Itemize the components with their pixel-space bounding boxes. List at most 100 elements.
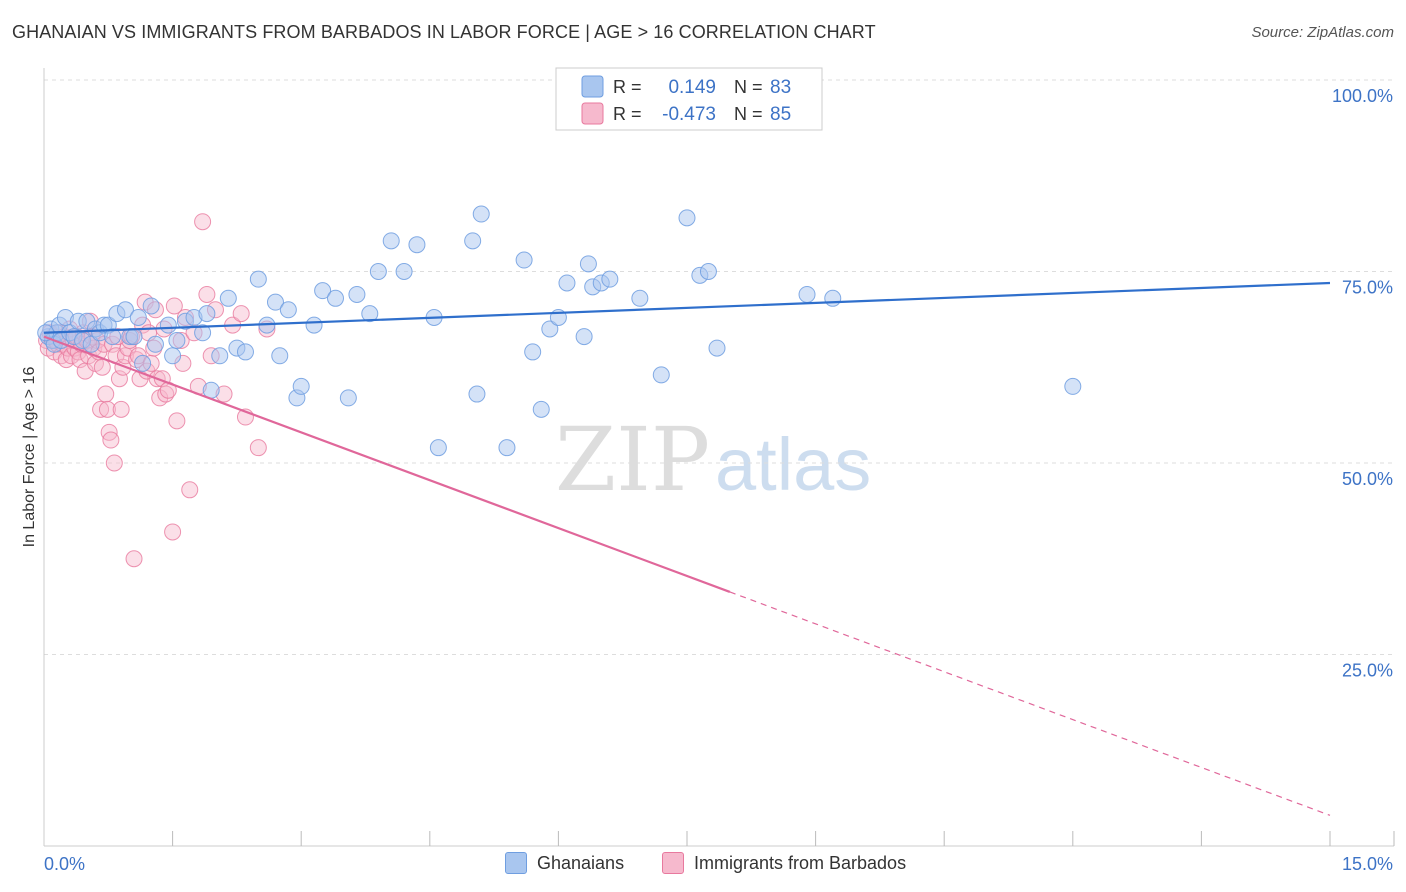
source-label: Source: ZipAtlas.com bbox=[1251, 24, 1394, 41]
legend-item-ghanaians[interactable]: Ghanaians bbox=[505, 852, 624, 874]
blue-point bbox=[129, 308, 147, 326]
blue-point bbox=[326, 289, 344, 307]
trendlines bbox=[43, 281, 1331, 816]
series-legend: Ghanaians Immigrants from Barbados bbox=[0, 852, 1406, 878]
legend-item-barbados[interactable]: Immigrants from Barbados bbox=[662, 852, 906, 874]
y-axis-label: In Labor Force | Age > 16 bbox=[21, 367, 38, 548]
blue-series-points bbox=[37, 205, 1082, 457]
y-tick-label-100: 100.0% bbox=[1332, 86, 1393, 106]
x-tick-label-max: 15.0% bbox=[1342, 854, 1393, 874]
blue-point bbox=[198, 305, 216, 323]
blue-point bbox=[279, 301, 297, 319]
blue-point bbox=[211, 347, 229, 365]
blue-point bbox=[168, 331, 186, 349]
pink-point bbox=[249, 439, 267, 457]
blue-point bbox=[361, 305, 379, 323]
blue-point bbox=[236, 343, 254, 361]
blue-point bbox=[468, 385, 486, 403]
blue-point bbox=[146, 335, 164, 353]
legend-n-value-1: 83 bbox=[770, 77, 791, 98]
pink-point bbox=[194, 213, 212, 231]
blue-point bbox=[524, 343, 542, 361]
blue-point bbox=[194, 324, 212, 342]
pink-point bbox=[181, 481, 199, 499]
blue-point bbox=[369, 263, 387, 280]
y-tick-label-25: 25.0% bbox=[1342, 661, 1393, 681]
blue-point bbox=[601, 270, 619, 288]
legend-n-label-1: N = bbox=[734, 77, 763, 97]
pink-point bbox=[168, 412, 186, 430]
blue-point bbox=[116, 301, 134, 319]
blue-trendline bbox=[43, 281, 1331, 334]
blue-point bbox=[678, 209, 696, 227]
blue-point bbox=[348, 285, 366, 303]
legend-n-value-2: 85 bbox=[770, 104, 791, 125]
blue-point bbox=[532, 400, 550, 418]
legend-n-label-2: N = bbox=[734, 104, 763, 124]
x-ticks bbox=[172, 831, 1395, 846]
pink-series-points bbox=[38, 213, 276, 568]
blue-point bbox=[104, 328, 122, 346]
pink-point bbox=[125, 550, 143, 568]
barbados-label: Immigrants from Barbados bbox=[694, 852, 907, 873]
pink-trendline-solid bbox=[43, 335, 731, 593]
blue-point bbox=[292, 377, 310, 395]
pink-point bbox=[198, 285, 216, 303]
blue-point bbox=[249, 270, 267, 288]
blue-point bbox=[382, 232, 400, 250]
legend-r-label-1: R = bbox=[613, 77, 642, 97]
pink-point bbox=[102, 431, 120, 449]
blue-point bbox=[408, 236, 426, 254]
watermark: ZIP atlas bbox=[555, 408, 871, 511]
blue-point bbox=[579, 255, 597, 273]
legend-swatch-pink bbox=[581, 102, 604, 125]
blue-point bbox=[395, 263, 413, 280]
blue-point bbox=[798, 285, 816, 303]
blue-point bbox=[824, 289, 842, 307]
ghanaians-swatch bbox=[505, 852, 527, 874]
blue-point bbox=[164, 347, 182, 365]
pink-point bbox=[92, 400, 110, 418]
pink-trendline-dashed bbox=[729, 591, 1331, 816]
blue-point bbox=[652, 366, 670, 384]
pink-point bbox=[164, 523, 182, 541]
x-tick-labels: 0.0% 15.0% bbox=[44, 854, 1393, 874]
blue-point bbox=[142, 297, 160, 315]
blue-point bbox=[314, 282, 332, 300]
blue-point bbox=[631, 289, 649, 307]
blue-point bbox=[541, 320, 559, 338]
y-tick-label-75: 75.0% bbox=[1342, 278, 1393, 298]
blue-point bbox=[498, 439, 516, 457]
pink-point bbox=[112, 400, 130, 418]
blue-point bbox=[266, 293, 284, 311]
legend-r-value-1: 0.149 bbox=[668, 77, 716, 98]
pink-point bbox=[93, 358, 111, 376]
blue-point bbox=[558, 274, 576, 292]
blue-point bbox=[125, 328, 143, 346]
pink-point bbox=[97, 385, 115, 403]
legend-r-label-2: R = bbox=[613, 104, 642, 124]
pink-point bbox=[165, 297, 183, 315]
blue-point bbox=[219, 289, 237, 307]
ghanaians-label: Ghanaians bbox=[537, 852, 625, 873]
blue-point bbox=[339, 389, 357, 407]
chart-title: GHANAIAN VS IMMIGRANTS FROM BARBADOS IN … bbox=[12, 22, 876, 42]
x-tick-label-min: 0.0% bbox=[44, 854, 85, 874]
legend-swatch-blue bbox=[581, 75, 604, 98]
blue-point bbox=[708, 339, 726, 357]
y-tick-label-50: 50.0% bbox=[1342, 469, 1393, 489]
pink-point bbox=[232, 305, 250, 323]
grid bbox=[44, 79, 1394, 655]
blue-point bbox=[159, 316, 177, 334]
blue-point bbox=[464, 232, 482, 250]
y-tick-labels: 25.0% 50.0% 75.0% 100.0% bbox=[1332, 86, 1393, 681]
pink-point bbox=[105, 454, 123, 472]
blue-point bbox=[271, 347, 289, 365]
blue-point bbox=[1064, 377, 1082, 395]
pink-point bbox=[98, 400, 116, 418]
watermark-zip: ZIP bbox=[555, 408, 710, 511]
blue-point bbox=[472, 205, 490, 223]
barbados-swatch bbox=[662, 852, 684, 874]
axes bbox=[43, 68, 1394, 847]
blue-point bbox=[699, 263, 717, 280]
